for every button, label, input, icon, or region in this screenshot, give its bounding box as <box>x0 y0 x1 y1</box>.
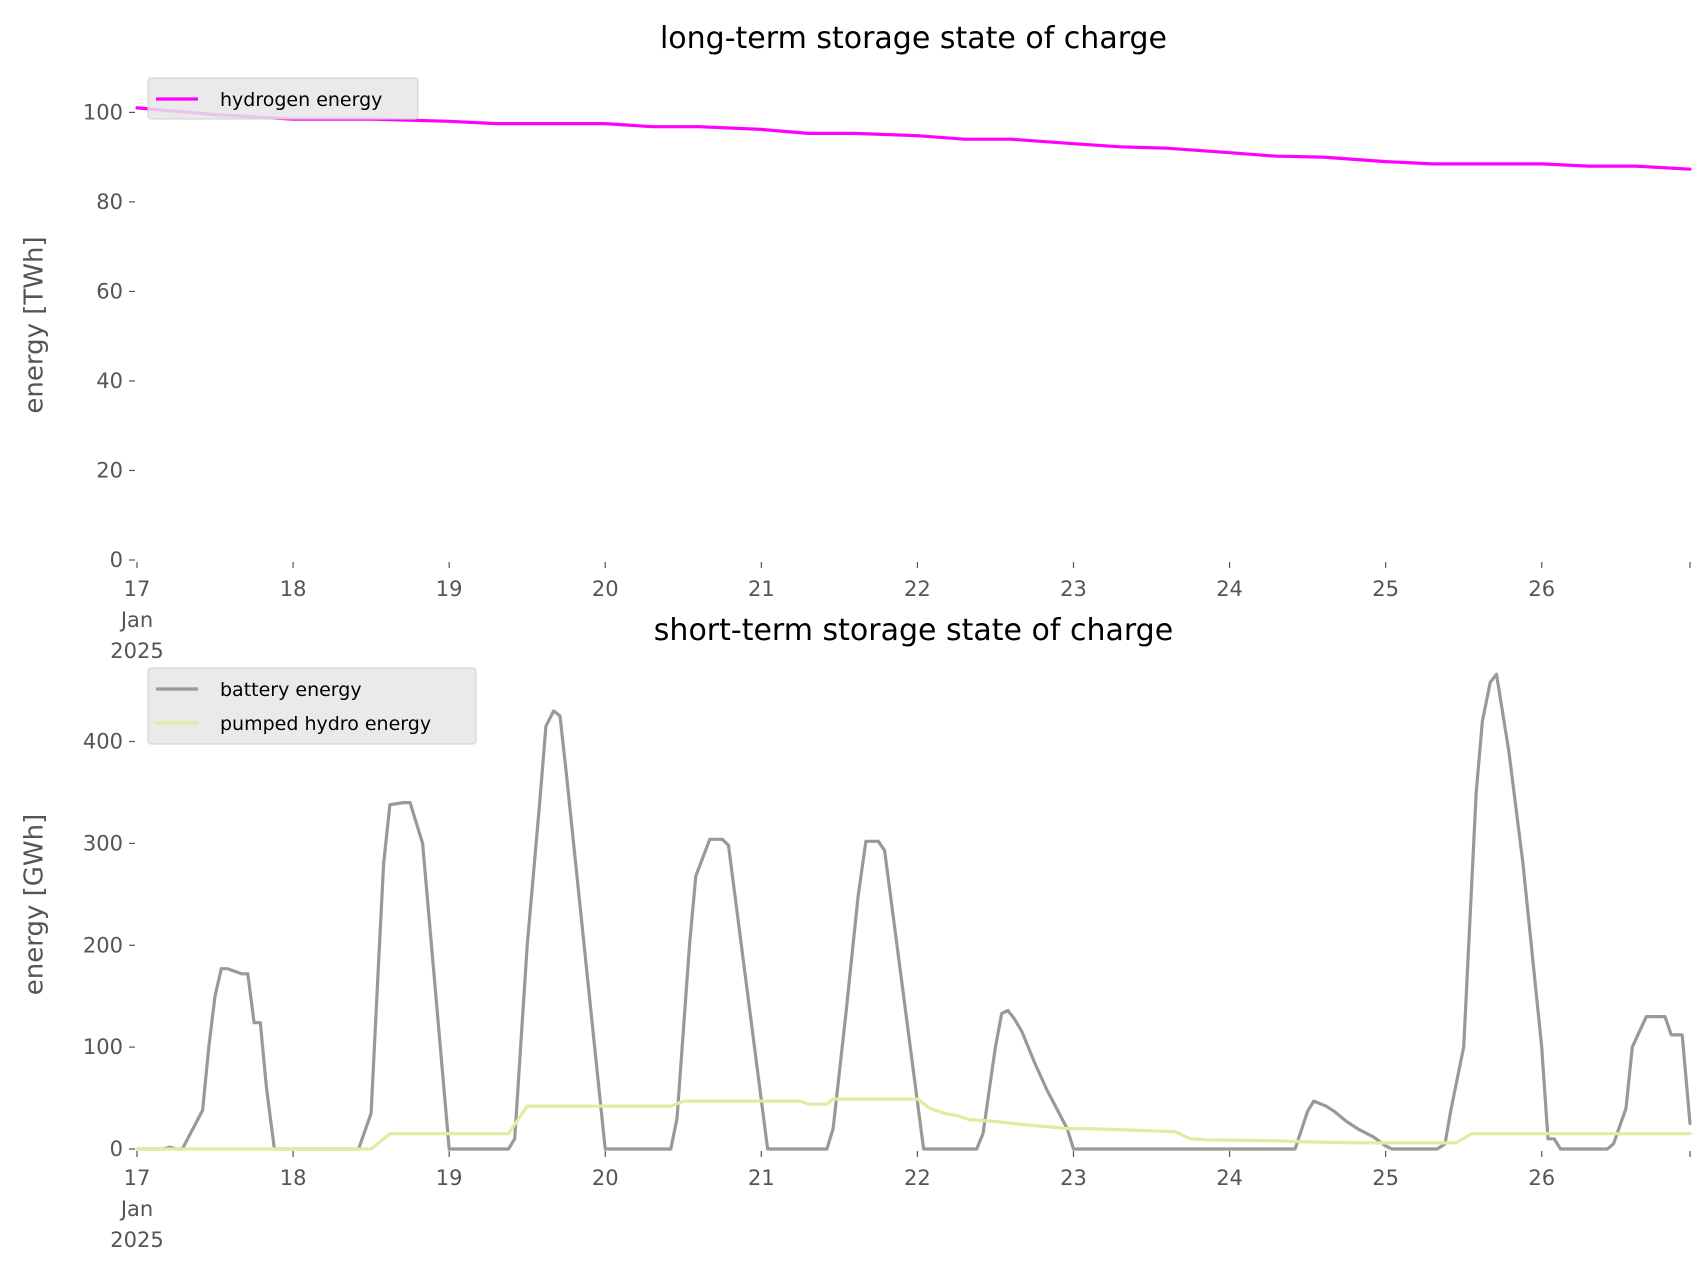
x-tick-label: 19 <box>436 577 463 601</box>
y-tick-label: 200 <box>83 933 123 957</box>
y-axis-label: energy [TWh] <box>20 236 50 413</box>
y-tick-label: 100 <box>83 100 123 124</box>
y-tick-label: 400 <box>83 730 123 754</box>
legend-box <box>147 77 419 120</box>
x-tick-label: 24 <box>1216 577 1243 601</box>
x-tick-label: 23 <box>1060 577 1087 601</box>
x-tick-label: 25 <box>1372 577 1399 601</box>
y-tick-label: 20 <box>96 458 123 482</box>
x-tick-label: 20 <box>592 577 619 601</box>
plot-area <box>135 106 1692 171</box>
legend: hydrogen energy <box>147 77 419 120</box>
x-tick-label: 23 <box>1060 1166 1087 1190</box>
legend-label-battery-energy: battery energy <box>220 679 362 701</box>
x-tick-label: 21 <box>748 1166 775 1190</box>
x-tick-label: 21 <box>748 577 775 601</box>
y-tick-label: 60 <box>96 279 123 303</box>
x-tick-label: 24 <box>1216 1166 1243 1190</box>
x-tick-label: 26 <box>1528 577 1555 601</box>
x-axis: 17 Jan 2025 18 19 20 21 22 23 24 25 26 <box>110 1151 1691 1252</box>
series-line-pumped-hydro-energy <box>135 1097 1692 1151</box>
legend-box <box>147 667 477 745</box>
x-tick-label: 17 <box>124 577 151 601</box>
x-tick-label: 18 <box>280 1166 307 1190</box>
x-tick-label: 2025 <box>110 639 163 663</box>
chart-title: long-term storage state of charge <box>660 21 1167 56</box>
x-tick-label: Jan <box>119 1197 153 1221</box>
long-term-storage-chart: long-term storage state of charge energy… <box>20 21 1692 663</box>
y-tick-label: 80 <box>96 190 123 214</box>
y-tick-label: 0 <box>110 548 123 572</box>
x-tick-label: 25 <box>1372 1166 1399 1190</box>
chart-title: short-term storage state of charge <box>654 613 1173 648</box>
y-axis: 0 100 200 300 400 <box>83 730 135 1161</box>
legend-label-hydrogen-energy: hydrogen energy <box>220 89 382 111</box>
legend: battery energy pumped hydro energy <box>147 667 477 745</box>
x-tick-label: 17 <box>124 1166 151 1190</box>
y-axis: 0 20 40 60 80 100 <box>83 100 135 572</box>
y-axis-label: energy [GWh] <box>20 814 50 995</box>
plot-area <box>135 672 1692 1151</box>
x-tick-label: 19 <box>436 1166 463 1190</box>
x-tick-label: 22 <box>904 1166 931 1190</box>
x-axis: 17 Jan 2025 18 19 20 21 22 23 24 25 26 <box>110 562 1691 663</box>
short-term-storage-chart: short-term storage state of charge energ… <box>20 613 1692 1252</box>
x-tick-label: 20 <box>592 1166 619 1190</box>
x-tick-label: Jan <box>119 608 153 632</box>
series-line-battery-energy <box>135 672 1692 1151</box>
x-tick-label: 22 <box>904 577 931 601</box>
y-tick-label: 0 <box>110 1137 123 1161</box>
legend-label-pumped-hydro-energy: pumped hydro energy <box>220 713 431 735</box>
y-tick-label: 100 <box>83 1035 123 1059</box>
y-tick-label: 300 <box>83 831 123 855</box>
series-line-hydrogen-energy <box>135 106 1692 171</box>
y-tick-label: 40 <box>96 369 123 393</box>
x-tick-label: 2025 <box>110 1228 163 1252</box>
x-tick-label: 26 <box>1528 1166 1555 1190</box>
x-tick-label: 18 <box>280 577 307 601</box>
